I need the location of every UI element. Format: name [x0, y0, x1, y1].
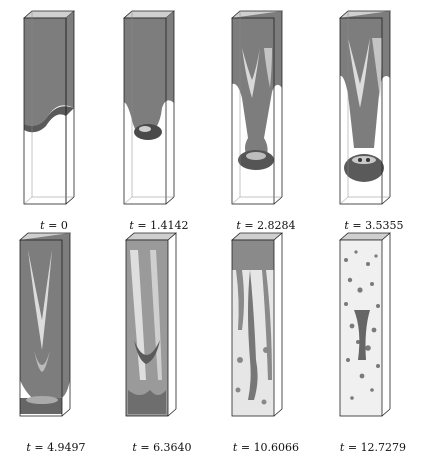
- simulation-panel-7: [230, 232, 284, 417]
- simulation-panel-1: [22, 10, 76, 205]
- simulation-panel-4: [338, 10, 392, 205]
- time-label-2: t = 1.4142: [129, 219, 189, 232]
- simulation-panel-3: [230, 10, 284, 205]
- time-label-6: t = 6.3640: [132, 441, 192, 454]
- time-label-3: t = 2.8284: [236, 219, 296, 232]
- simulation-panel-5: [18, 232, 72, 417]
- time-label-8: t = 12.7279: [339, 441, 407, 454]
- time-label-7: t = 10.6066: [232, 441, 300, 454]
- time-label-5: t = 4.9497: [26, 441, 86, 454]
- simulation-panel-2: [122, 10, 176, 205]
- time-label-4: t = 3.5355: [344, 219, 404, 232]
- simulation-panel-6: [124, 232, 178, 417]
- time-label-1: t = 0: [40, 219, 68, 232]
- simulation-panel-8: [338, 232, 392, 417]
